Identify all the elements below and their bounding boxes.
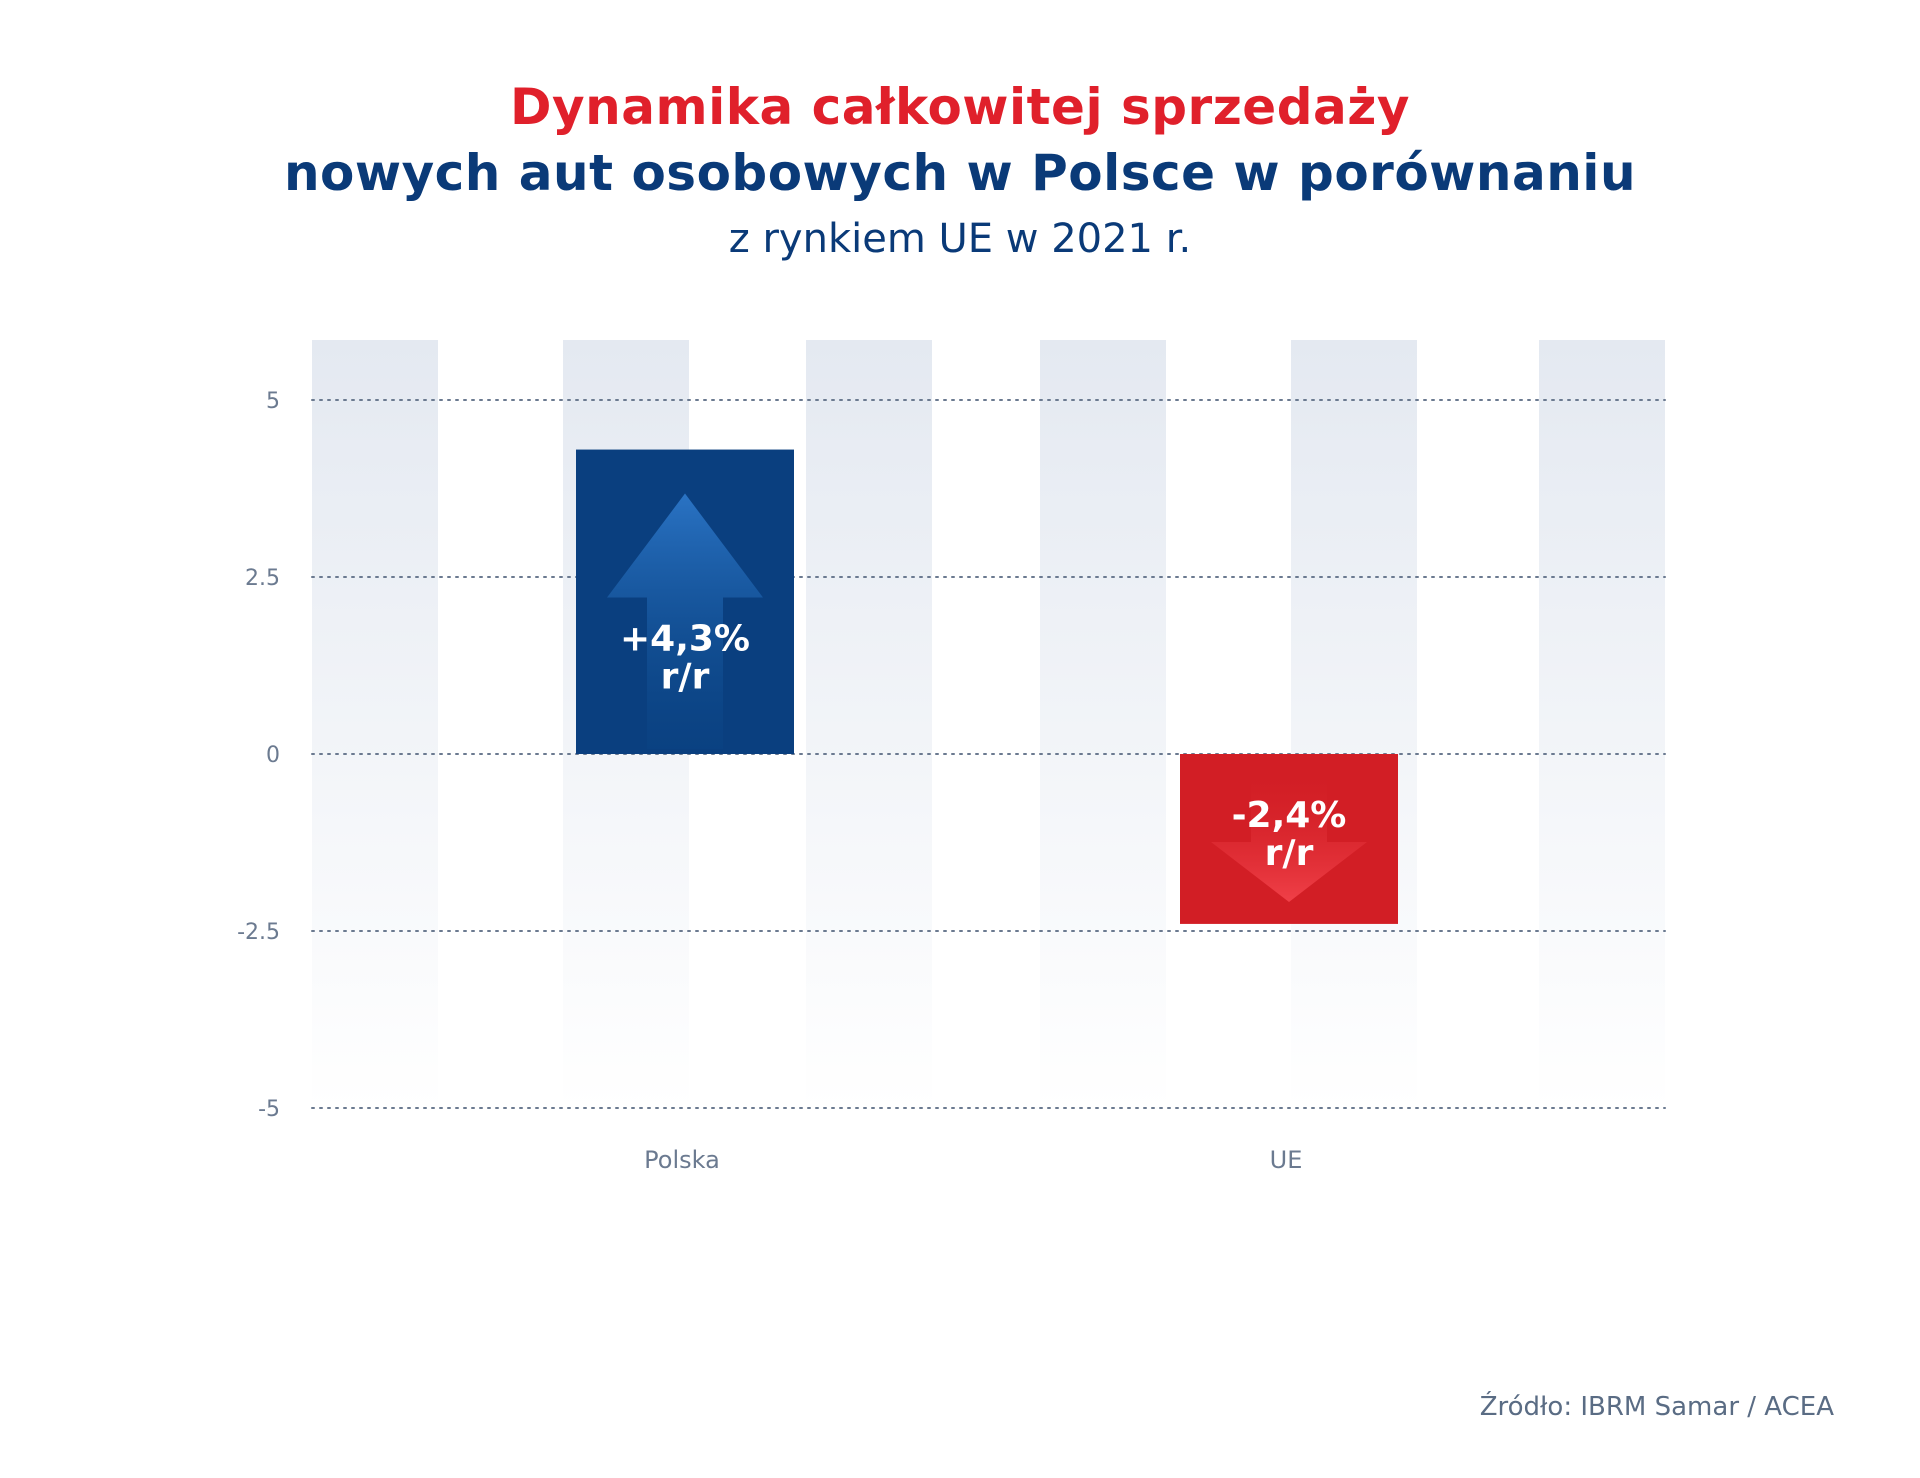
x-category-label: Polska: [644, 1146, 720, 1174]
source-note: Źródło: IBRM Samar / ACEA: [1479, 1392, 1834, 1422]
bars: +4,3%r/r-2,4%r/r: [576, 449, 1398, 924]
chart-title-line-1: Dynamika całkowitej sprzedaży: [510, 78, 1410, 136]
y-tick-label: -2.5: [237, 920, 280, 945]
bar-unit-label: r/r: [661, 656, 710, 697]
x-axis-labels: Polska UE: [644, 1146, 1302, 1174]
chart-subtitle: z rynkiem UE w 2021 r.: [728, 216, 1192, 262]
y-axis-ticks: 5 2.5 0 -2.5 -5: [237, 389, 280, 1122]
y-tick-label: -5: [258, 1097, 280, 1122]
arrow-down-icon: [1211, 776, 1367, 902]
arrow-up-icon: [607, 493, 763, 749]
background-stripe: [806, 340, 932, 1110]
chart-title-line-2: nowych aut osobowych w Polsce w porównan…: [283, 144, 1637, 202]
background-stripe: [1291, 340, 1417, 1110]
gridlines: [311, 399, 1666, 1109]
y-tick-label: 0: [266, 743, 280, 768]
y-tick-label: 2.5: [245, 566, 280, 591]
bar-value-label: -2,4%: [1232, 795, 1347, 836]
background-stripe: [1040, 340, 1166, 1110]
y-tick-label: 5: [266, 389, 280, 414]
background-stripes: [312, 340, 1665, 1110]
background-stripe: [312, 340, 438, 1110]
bar-unit-label: r/r: [1265, 833, 1314, 874]
x-category-label: UE: [1270, 1146, 1303, 1174]
background-stripe: [1539, 340, 1665, 1110]
bar-value-label: +4,3%: [620, 618, 750, 659]
